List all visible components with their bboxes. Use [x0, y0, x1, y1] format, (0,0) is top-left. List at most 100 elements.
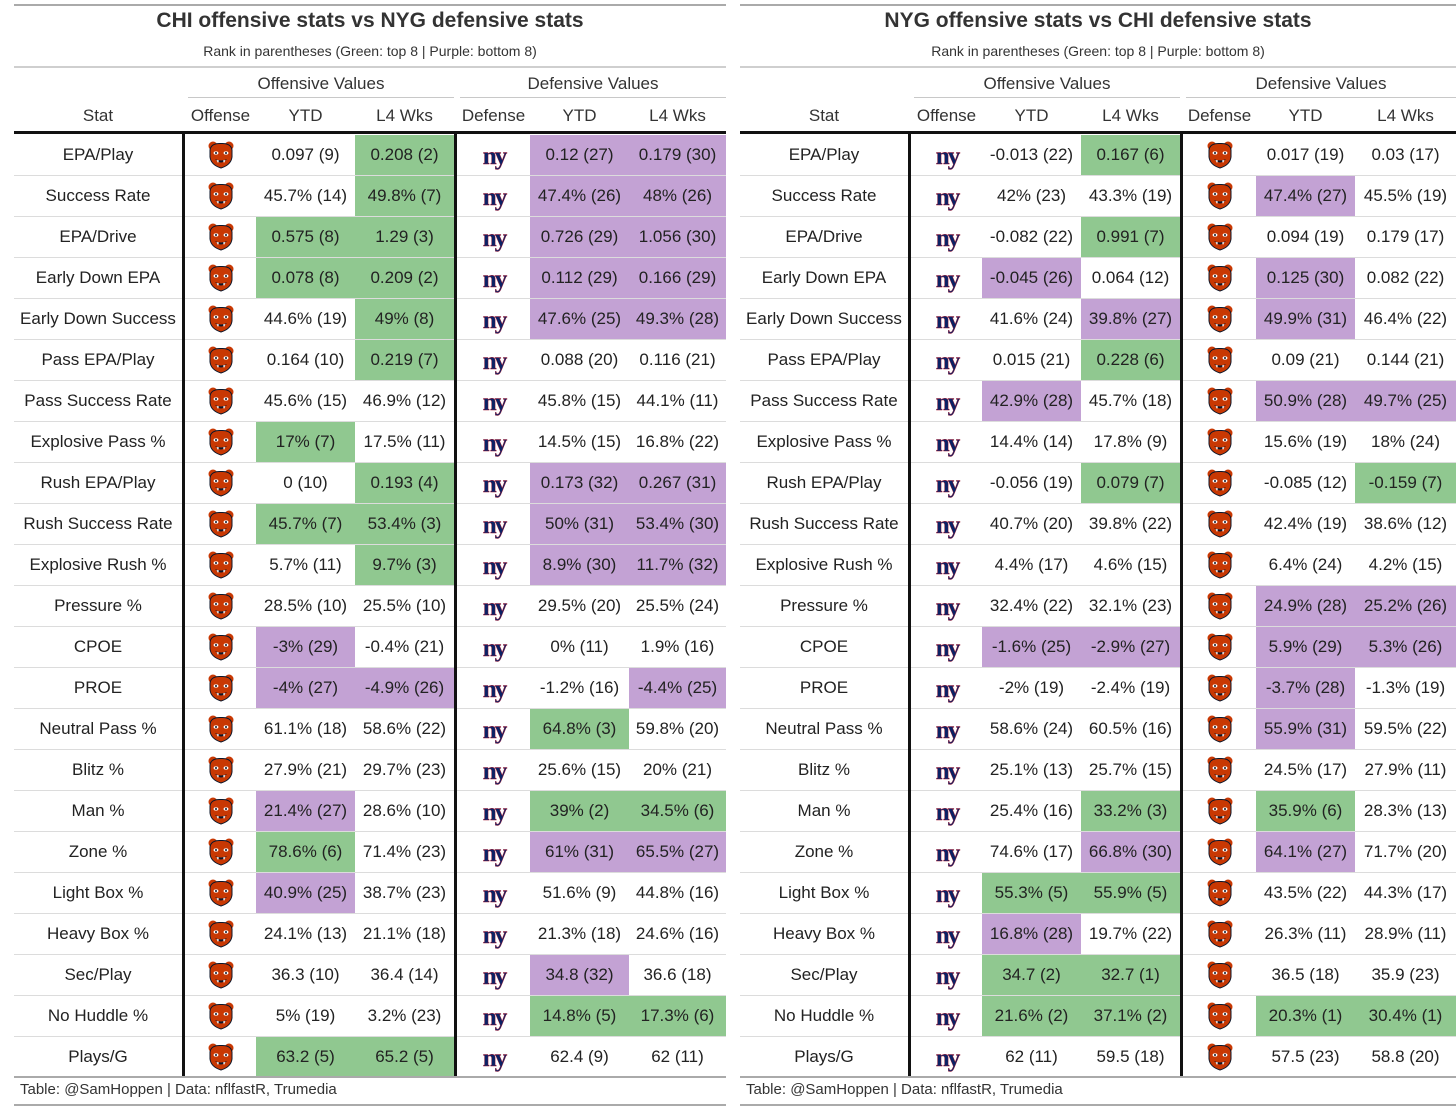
bears-logo-icon [1205, 919, 1235, 949]
offense-ytd-value: 28.5% (10) [263, 596, 348, 615]
bears-logo-icon [206, 386, 236, 416]
col-header-def-l4: L4 Wks [649, 106, 706, 125]
stat-name: PROE [799, 678, 849, 697]
giants-ny-logo-icon: ny [479, 386, 509, 416]
subtitle-rule [740, 66, 1456, 68]
bears-logo-icon [1205, 468, 1235, 498]
defense-l4-value: 18% (24) [1371, 432, 1440, 451]
defense-ytd-value: -3.7% (28) [1256, 668, 1355, 708]
giants-ny-logo-icon: ny [932, 673, 962, 703]
giants-ny-logo-icon: ny [479, 140, 509, 170]
defense-l4-value: 0.179 (30) [629, 135, 726, 175]
svg-text:ny: ny [482, 758, 507, 785]
spanner-defensive-values: Defensive Values [460, 73, 726, 98]
bears-logo-icon [206, 632, 236, 662]
svg-text:ny: ny [482, 143, 507, 170]
defense-ytd-value: 64.8% (3) [530, 709, 629, 749]
giants-ny-logo-icon: ny [932, 1042, 962, 1072]
svg-text:ny: ny [482, 553, 507, 580]
stat-name: Success Rate [771, 186, 877, 205]
offense-l4-value: 0.167 (6) [1081, 135, 1180, 175]
stat-name: Explosive Rush % [755, 555, 893, 574]
giants-ny-logo-icon: ny [479, 878, 509, 908]
bears-logo-icon [206, 960, 236, 990]
svg-text:ny: ny [935, 594, 960, 621]
giants-ny-logo-icon: ny [479, 468, 509, 498]
stat-name: Early Down Success [746, 309, 902, 328]
giants-ny-logo-icon: ny [932, 263, 962, 293]
defense-ytd-value: 51.6% (9) [542, 883, 617, 902]
giants-ny-logo-icon: ny [932, 919, 962, 949]
giants-ny-logo-icon: ny [479, 550, 509, 580]
defense-l4-value: 24.6% (16) [635, 924, 720, 943]
svg-text:ny: ny [482, 512, 507, 539]
table-row: Pass EPA/Play 0.164 (10) 0.219 (7) ny 0.088 … [14, 340, 726, 381]
stat-name: Rush EPA/Play [766, 473, 882, 492]
offense-l4-value: 17.8% (9) [1093, 432, 1168, 451]
table-row: Success Rate ny 42% (23) 43.3% (19) 47.4% (2… [740, 176, 1456, 217]
svg-text:ny: ny [482, 348, 507, 375]
offense-ytd-value: 32.4% (22) [989, 596, 1074, 615]
offense-l4-value: 0.209 (2) [355, 258, 454, 298]
stat-name: Neutral Pass % [39, 719, 157, 738]
giants-ny-logo-icon: ny [479, 1001, 509, 1031]
stat-name: Explosive Rush % [29, 555, 167, 574]
offense-ytd-value: 42.9% (28) [982, 381, 1081, 421]
offense-l4-value: 1.29 (3) [355, 217, 454, 257]
bears-logo-icon [1205, 222, 1235, 252]
defense-ytd-value: 45.8% (15) [537, 391, 622, 410]
svg-text:ny: ny [935, 184, 960, 211]
giants-ny-logo-icon: ny [479, 796, 509, 826]
giants-ny-logo-icon: ny [479, 714, 509, 744]
defense-ytd-value: 0.017 (19) [1266, 145, 1345, 164]
stat-name: Early Down EPA [35, 268, 161, 287]
table-row: Early Down EPA ny -0.045 (26) 0.064 (12) 0.1… [740, 258, 1456, 299]
bears-logo-icon [206, 837, 236, 867]
col-header-def-ytd: YTD [1288, 106, 1323, 125]
giants-ny-logo-icon: ny [932, 632, 962, 662]
svg-text:ny: ny [935, 840, 960, 867]
col-header-offense: Offense [190, 106, 251, 125]
offense-ytd-value: 27.9% (21) [263, 760, 348, 779]
footer-rule [14, 1104, 726, 1106]
table-row: Man % ny 25.4% (16) 33.2% (3) 35.9% (6) 28.3%… [740, 791, 1456, 832]
giants-ny-logo-icon: ny [932, 550, 962, 580]
defense-l4-value: 46.4% (22) [1363, 309, 1448, 328]
offense-ytd-value: 4.4% (17) [994, 555, 1069, 574]
table-row: EPA/Drive ny -0.082 (22) 0.991 (7) 0.094 (19… [740, 217, 1456, 258]
svg-text:ny: ny [482, 717, 507, 744]
defense-l4-value: 0.144 (21) [1366, 350, 1445, 369]
table-row: Explosive Rush % ny 4.4% (17) 4.6% (15) 6.4%… [740, 545, 1456, 586]
table-row: Zone % 78.6% (6) 71.4% (23) ny 61% (31) 65.5%… [14, 832, 726, 873]
offense-l4-value: 0.193 (4) [355, 463, 454, 503]
divider-offense [908, 134, 911, 1076]
offense-l4-value: 38.7% (23) [362, 883, 447, 902]
bears-logo-icon [206, 714, 236, 744]
table-row: Sec/Play 36.3 (10) 36.4 (14) ny 34.8 (32) 36.… [14, 955, 726, 996]
col-header-off-l4: L4 Wks [1102, 106, 1159, 125]
giants-ny-logo-icon: ny [932, 837, 962, 867]
svg-text:ny: ny [482, 922, 507, 949]
offense-ytd-value: 44.6% (19) [263, 309, 348, 328]
offense-ytd-value: 45.7% (7) [256, 504, 355, 544]
bears-logo-icon [206, 222, 236, 252]
giants-ny-logo-icon: ny [932, 386, 962, 416]
offense-ytd-value: 63.2 (5) [256, 1037, 355, 1077]
stat-name: Rush Success Rate [23, 514, 173, 533]
offense-l4-value: 0.219 (7) [355, 340, 454, 380]
defense-l4-value: 53.4% (30) [629, 504, 726, 544]
table-row: EPA/Drive 0.575 (8) 1.29 (3) ny 0.726 (29) 1.… [14, 217, 726, 258]
bears-logo-icon [206, 345, 236, 375]
table-row: Pass Success Rate ny 42.9% (28) 45.7% (18) 5… [740, 381, 1456, 422]
bears-logo-icon [1205, 837, 1235, 867]
defense-l4-value: 0.166 (29) [629, 258, 726, 298]
table-row: Sec/Play ny 34.7 (2) 32.7 (1) 36.5 (18) 35.9 … [740, 955, 1456, 996]
table-row: Early Down EPA 0.078 (8) 0.209 (2) ny 0.112 … [14, 258, 726, 299]
svg-text:ny: ny [935, 758, 960, 785]
stat-name: Pressure % [780, 596, 868, 615]
defense-l4-value: 34.5% (6) [629, 791, 726, 831]
bears-logo-icon [206, 1042, 236, 1072]
defense-l4-value: 1.056 (30) [629, 217, 726, 257]
stat-name: Light Box % [778, 883, 870, 902]
bears-logo-icon [1205, 140, 1235, 170]
